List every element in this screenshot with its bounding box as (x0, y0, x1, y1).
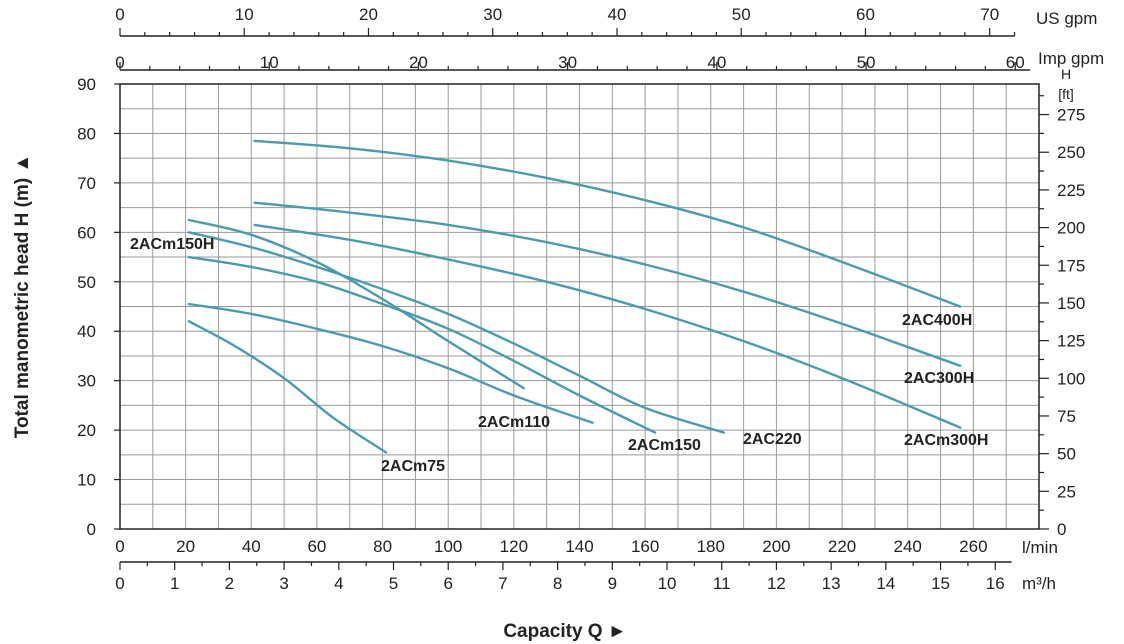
imp-gpm-tick-label: 20 (409, 53, 428, 72)
curve-2acm150h (187, 218, 525, 390)
m3h-tick-label: 0 (115, 574, 124, 593)
us-gpm-tick-label: 10 (235, 5, 254, 24)
x-tick-label: 140 (565, 537, 593, 556)
axes: 0102030405060708090025507510012515017520… (77, 5, 1104, 593)
curve-2acm150 (187, 255, 657, 434)
curve-2acm75 (187, 320, 388, 454)
x-tick-label: 40 (242, 537, 261, 556)
ft-tick-label: 50 (1057, 445, 1076, 464)
us-gpm-tick-label: 30 (483, 5, 502, 24)
x-tick-label: 180 (697, 537, 725, 556)
y-tick-label: 20 (77, 421, 96, 440)
us-gpm-tick-label: 50 (732, 5, 751, 24)
ft-tick-label: 175 (1057, 256, 1085, 275)
imp-gpm-unit-label: Imp gpm (1038, 49, 1104, 68)
y-tick-label: 80 (77, 124, 96, 143)
x-tick-label: 220 (828, 537, 856, 556)
m3h-tick-label: 8 (553, 574, 562, 593)
x-tick-label: 240 (894, 537, 922, 556)
x-tick-label: 60 (307, 537, 326, 556)
ft-tick-label: 275 (1057, 106, 1085, 125)
curve-2acm110 (187, 302, 594, 424)
series-label-2ac300h: 2AC300H (904, 370, 974, 387)
x-tick-label: 0 (115, 537, 124, 556)
m3h-tick-label: 14 (876, 574, 895, 593)
plot-frame (119, 83, 1040, 530)
ft-tick-label: 225 (1057, 181, 1085, 200)
x-unit-label: l/min (1022, 538, 1058, 557)
x-tick-label: 120 (500, 537, 528, 556)
us-gpm-tick-label: 20 (359, 5, 378, 24)
curve-2ac300h (253, 201, 962, 367)
x-tick-label: 20 (176, 537, 195, 556)
m3h-tick-label: 9 (608, 574, 617, 593)
ft-tick-label: 250 (1057, 143, 1085, 162)
ft-tick-label: 200 (1057, 219, 1085, 238)
us-gpm-tick-label: 0 (115, 5, 124, 24)
y-axis-title: Total manometric head H (m) ▲ (12, 154, 33, 439)
ft-unit-label: [ft] (1058, 86, 1074, 102)
x-tick-label: 100 (434, 537, 462, 556)
ft-tick-label: 150 (1057, 294, 1085, 313)
m3h-tick-label: 15 (931, 574, 950, 593)
curve-2ac400h (253, 139, 962, 308)
imp-gpm-tick-label: 30 (558, 53, 577, 72)
imp-gpm-tick-label: 50 (857, 53, 876, 72)
y-tick-label: 30 (77, 372, 96, 391)
series-label-2acm150h: 2ACm150H (130, 236, 214, 253)
series-label-2acm300h: 2ACm300H (904, 432, 988, 449)
series-label-2ac400h: 2AC400H (902, 312, 972, 329)
m3h-tick-label: 16 (986, 574, 1005, 593)
ft-unit-label: H (1061, 66, 1071, 82)
m3h-tick-label: 12 (767, 574, 786, 593)
us-gpm-unit-label: US gpm (1036, 9, 1097, 28)
curve-2acm300h (253, 223, 962, 429)
m3h-tick-label: 5 (389, 574, 398, 593)
x-tick-label: 160 (631, 537, 659, 556)
y-tick-label: 10 (77, 471, 96, 490)
x-axis-title: Capacity Q ► (503, 621, 626, 642)
ft-tick-label: 25 (1057, 482, 1076, 501)
series-label-2acm75: 2ACm75 (381, 458, 445, 475)
y-tick-label: 40 (77, 322, 96, 341)
y-tick-label: 60 (77, 223, 96, 242)
imp-gpm-tick-label: 40 (707, 53, 726, 72)
y-tick-label: 50 (77, 273, 96, 292)
m3h-tick-label: 2 (225, 574, 234, 593)
series-label-2ac220: 2AC220 (743, 431, 802, 448)
y-tick-label: 90 (77, 75, 96, 94)
x-tick-label: 260 (959, 537, 987, 556)
us-gpm-tick-label: 60 (856, 5, 875, 24)
us-gpm-tick-label: 70 (980, 5, 999, 24)
grid (120, 84, 1039, 529)
x-tick-label: 200 (762, 537, 790, 556)
m3h-tick-label: 10 (658, 574, 677, 593)
m3h-tick-label: 3 (279, 574, 288, 593)
series-labels: 2ACm75 2ACm110 2ACm150H 2ACm150 2AC220 2ACm30… (130, 236, 988, 475)
m3h-tick-label: 6 (443, 574, 452, 593)
ft-tick-label: 100 (1057, 369, 1085, 388)
imp-gpm-tick-label: 0 (115, 53, 124, 72)
m3h-tick-label: 13 (822, 574, 841, 593)
m3h-unit-label: m³/h (1022, 574, 1056, 593)
ft-tick-label: 125 (1057, 332, 1085, 351)
curve-2ac220 (187, 231, 726, 434)
m3h-tick-label: 4 (334, 574, 343, 593)
series-label-2acm150: 2ACm150 (628, 437, 701, 454)
ft-tick-label: 0 (1057, 520, 1066, 539)
series-label-2acm110: 2ACm110 (478, 414, 550, 431)
ft-tick-label: 75 (1057, 407, 1076, 426)
imp-gpm-tick-label: 10 (260, 53, 279, 72)
us-gpm-tick-label: 40 (608, 5, 627, 24)
x-tick-label: 80 (373, 537, 392, 556)
y-tick-label: 0 (87, 520, 96, 539)
m3h-tick-label: 1 (170, 574, 179, 593)
m3h-tick-label: 7 (498, 574, 507, 593)
performance-curves (187, 139, 962, 454)
imp-gpm-tick-label: 60 (1006, 53, 1025, 72)
m3h-tick-label: 11 (713, 574, 731, 593)
y-tick-label: 70 (77, 174, 96, 193)
